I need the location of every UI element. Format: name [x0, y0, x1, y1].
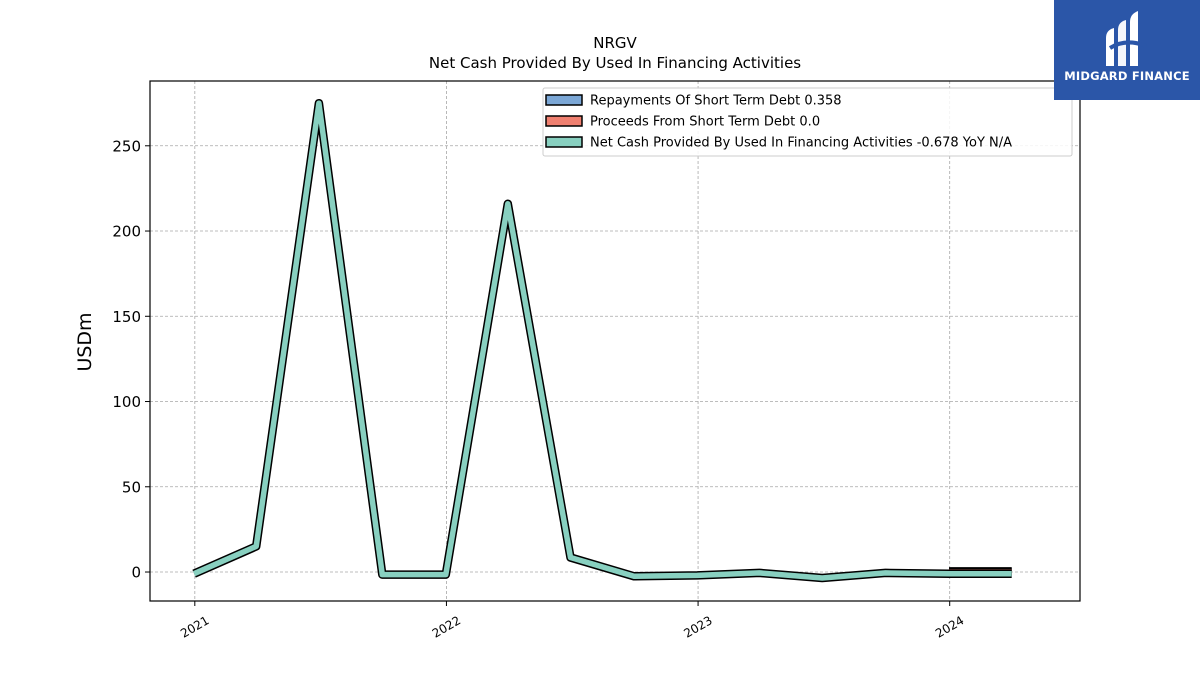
series-layer	[192, 98, 1012, 583]
x-axis: 2021 2022 2023 2024	[178, 601, 966, 641]
y-tick-label: 200	[112, 223, 141, 241]
brand-logo: MIDGARD FINANCE	[1054, 0, 1200, 100]
brand-name: MIDGARD FINANCE	[1064, 69, 1190, 83]
y-axis: 0 50 100 150 200 250	[112, 137, 150, 582]
x-tick-label: 2023	[681, 613, 714, 640]
y-tick-label: 0	[131, 564, 141, 582]
legend-frame	[542, 87, 1073, 157]
y-tick-label: 50	[122, 478, 141, 496]
legend-swatch	[545, 94, 583, 106]
series-outline-net-cash-provided-by-used-in-financing-activities	[192, 98, 1012, 583]
legend-swatch	[545, 115, 583, 127]
y-tick-label: 150	[112, 308, 141, 326]
x-tick-label: 2022	[430, 613, 463, 640]
legend-swatch	[545, 136, 583, 148]
legend: Repayments Of Short Term Debt 0.358 Proce…	[542, 87, 1073, 157]
legend-label: Proceeds From Short Term Debt 0.0	[590, 115, 820, 130]
y-axis-label: USDm	[74, 312, 96, 371]
y-tick-label: 100	[112, 393, 141, 411]
chart-title: NRGV	[593, 34, 637, 52]
legend-label: Repayments Of Short Term Debt 0.358	[590, 94, 842, 109]
plot-frame	[149, 80, 1081, 602]
y-tick-label: 250	[112, 137, 141, 155]
x-tick-label: 2024	[933, 613, 966, 640]
x-tick-label: 2021	[178, 613, 211, 640]
legend-label: Net Cash Provided By Used In Financing A…	[590, 136, 1012, 151]
chart-subtitle: Net Cash Provided By Used In Financing A…	[429, 54, 801, 72]
midgard-logo-icon	[1106, 11, 1147, 66]
series-line-net-cash-provided-by-used-in-financing-activities	[192, 100, 1012, 581]
